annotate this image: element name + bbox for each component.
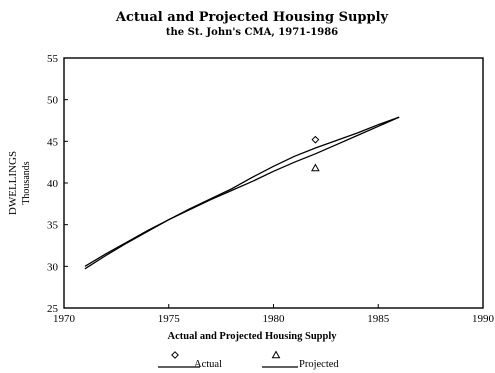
series-marker-projected <box>311 163 320 172</box>
x-axis: 1970 1975 1980 1985 1990 <box>53 304 495 325</box>
series-line-actual <box>84 116 400 267</box>
chart-title: Actual and Projected Housing Supply <box>115 10 389 25</box>
legend: Actual Projected <box>158 350 339 370</box>
legend-label-projected: Projected <box>299 359 339 370</box>
chart-subtitle: the St. John's CMA, 1971-1986 <box>166 27 338 38</box>
series-marker-actual <box>311 135 320 144</box>
series-line-projected <box>84 116 400 270</box>
y-tick-label: 55 <box>47 53 59 65</box>
legend-marker-projected <box>271 350 281 359</box>
y-tick-label: 50 <box>47 95 59 107</box>
y-tick-label: 35 <box>47 220 59 232</box>
x-tick-label: 1975 <box>158 313 181 325</box>
legend-marker-actual <box>171 351 179 359</box>
x-tick-label: 1980 <box>263 313 286 325</box>
y-tick-label: 40 <box>47 178 59 190</box>
x-tick-label: 1985 <box>367 313 390 325</box>
y-axis-subtitle: Thousands <box>21 161 32 204</box>
plot-frame <box>63 57 484 309</box>
y-axis: 25 30 35 40 45 50 55 <box>47 53 68 315</box>
x-tick-label: 1970 <box>53 313 76 325</box>
y-tick-label: 45 <box>47 136 59 148</box>
series-lines <box>84 116 400 270</box>
legend-label-actual: Actual <box>194 359 222 370</box>
y-tick-label: 30 <box>47 261 59 273</box>
y-axis-title: DWELLINGS <box>7 151 19 215</box>
series-markers <box>311 135 320 172</box>
y-tick-label: 25 <box>47 303 59 315</box>
x-tick-label: 1990 <box>472 313 495 325</box>
x-axis-title: Actual and Projected Housing Supply <box>168 331 338 342</box>
